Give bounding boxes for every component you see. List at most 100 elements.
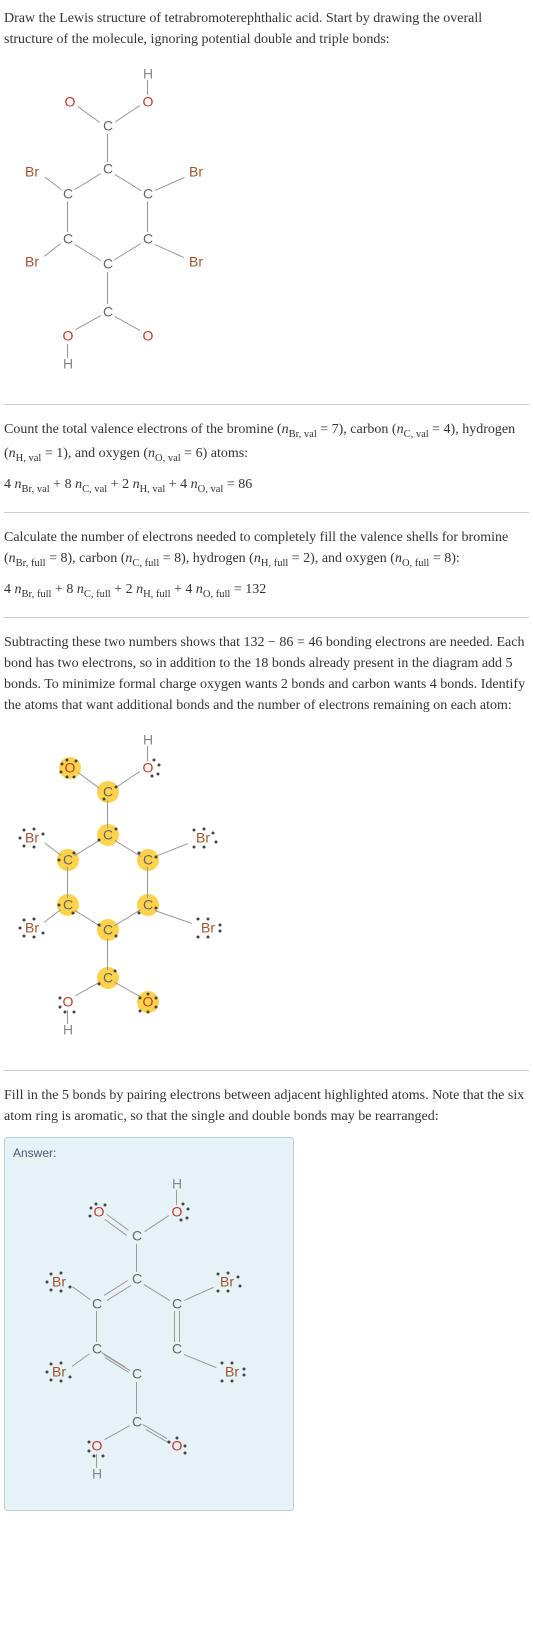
- lone-pair-electron: [19, 836, 22, 839]
- lone-pair-electron: [46, 1370, 49, 1373]
- atom-o: O: [63, 991, 74, 1012]
- lone-pair-electron: [33, 827, 36, 830]
- lone-pair-electron: [155, 1005, 158, 1008]
- atom-o: O: [143, 92, 154, 113]
- lone-pair-electron: [95, 1202, 98, 1205]
- lone-pair-electron: [197, 917, 200, 920]
- lone-pair-electron: [243, 1367, 246, 1370]
- lone-pair-electron: [59, 996, 62, 999]
- lone-pair-electron: [66, 758, 69, 761]
- lone-pair-electron: [58, 858, 61, 861]
- lone-pair-electron: [243, 1373, 246, 1376]
- atom-h: H: [172, 1173, 182, 1194]
- diagram-1-skeleton: HOOCCCCCCCBrBrBrBrCOOH: [4, 58, 529, 390]
- lone-pair-electron: [139, 1009, 142, 1012]
- lone-pair-electron: [98, 838, 101, 841]
- atom-br: Br: [25, 162, 39, 183]
- lone-pair-electron: [72, 911, 75, 914]
- lone-pair-electron: [50, 1378, 53, 1381]
- lone-pair-electron: [42, 832, 45, 835]
- atom-c: C: [103, 116, 113, 137]
- lone-pair-electron: [98, 923, 101, 926]
- step2-formula: 4 nBr, val + 8 nC, val + 2 nH, val + 4 n…: [4, 474, 529, 498]
- lone-pair-electron: [46, 1280, 49, 1283]
- step2-text: Count the total valence electrons of the…: [4, 419, 529, 466]
- atom-c: C: [92, 1338, 102, 1359]
- lone-pair-electron: [207, 935, 210, 938]
- lone-pair-electron: [193, 845, 196, 848]
- atom-c: C: [63, 229, 73, 250]
- atom-o: O: [65, 92, 76, 113]
- atom-c: C: [63, 184, 73, 205]
- lone-pair-electron: [33, 935, 36, 938]
- lone-pair-electron: [61, 762, 64, 765]
- lone-pair-electron: [104, 1203, 107, 1206]
- lone-pair-electron: [227, 1271, 230, 1274]
- lone-pair-electron: [221, 1379, 224, 1382]
- atom-c: C: [143, 894, 153, 915]
- lone-pair-electron: [155, 996, 158, 999]
- lone-pair-electron: [203, 827, 206, 830]
- lone-pair-electron: [184, 1444, 187, 1447]
- lone-pair-electron: [186, 1216, 189, 1219]
- atom-c: C: [103, 919, 113, 940]
- step4-text: Subtracting these two numbers shows that…: [4, 632, 529, 716]
- atom-br: Br: [189, 162, 203, 183]
- step3-text: Calculate the number of electrons needed…: [4, 527, 529, 572]
- lone-pair-electron: [23, 828, 26, 831]
- atom-c: C: [103, 824, 113, 845]
- lone-pair-electron: [93, 1454, 96, 1457]
- lone-pair-electron: [155, 855, 158, 858]
- lone-pair-electron: [115, 934, 118, 937]
- lone-pair-electron: [64, 1010, 67, 1013]
- lone-pair-electron: [207, 917, 210, 920]
- atom-c: C: [172, 1293, 182, 1314]
- atom-c: C: [143, 849, 153, 870]
- intro-text: Draw the Lewis structure of tetrabromote…: [4, 8, 529, 50]
- lone-pair-electron: [187, 1207, 190, 1210]
- lone-pair-electron: [69, 1285, 72, 1288]
- lone-pair-electron: [227, 1289, 230, 1292]
- lone-pair-electron: [90, 1206, 93, 1209]
- lone-pair-electron: [231, 1361, 234, 1364]
- lone-pair-electron: [50, 1272, 53, 1275]
- atom-br: Br: [189, 252, 203, 273]
- atom-c: C: [132, 1225, 142, 1246]
- lone-pair-electron: [237, 1275, 240, 1278]
- step3-formula: 4 nBr, full + 8 nC, full + 2 nH, full + …: [4, 579, 529, 603]
- lone-pair-electron: [197, 935, 200, 938]
- atom-h: H: [63, 1019, 73, 1040]
- lone-pair-electron: [66, 775, 69, 778]
- atom-c: C: [132, 1411, 142, 1432]
- lone-pair-electron: [215, 840, 218, 843]
- lone-pair-electron: [42, 931, 45, 934]
- separator-4: [4, 1070, 529, 1071]
- atom-c: C: [103, 159, 113, 180]
- lone-pair-electron: [89, 1214, 92, 1217]
- lone-pair-electron: [33, 917, 36, 920]
- lone-pair-electron: [115, 827, 118, 830]
- lone-pair-electron: [103, 797, 106, 800]
- separator-3: [4, 617, 529, 618]
- lone-pair-electron: [114, 969, 117, 972]
- lone-pair-electron: [69, 1375, 72, 1378]
- diagram-2-lonepairs: HOOCCCCCCCBrBrBrBrCOOH: [4, 724, 529, 1056]
- lone-pair-electron: [75, 759, 78, 762]
- separator-1: [4, 404, 529, 405]
- lone-pair-electron: [60, 1271, 63, 1274]
- answer-label: Answer:: [13, 1144, 285, 1162]
- atom-c: C: [143, 184, 153, 205]
- lone-pair-electron: [203, 845, 206, 848]
- lone-pair-electron: [180, 1218, 183, 1221]
- atom-c: C: [132, 1363, 142, 1384]
- lone-pair-electron: [115, 785, 118, 788]
- atom-c: C: [103, 254, 113, 275]
- lone-pair-electron: [139, 996, 142, 999]
- lone-pair-electron: [155, 906, 158, 909]
- lone-pair-electron: [88, 1440, 91, 1443]
- lone-pair-electron: [153, 758, 156, 761]
- lone-pair-electron: [23, 918, 26, 921]
- lone-pair-electron: [158, 763, 161, 766]
- atom-c: C: [92, 1293, 102, 1314]
- lone-pair-electron: [176, 1436, 179, 1439]
